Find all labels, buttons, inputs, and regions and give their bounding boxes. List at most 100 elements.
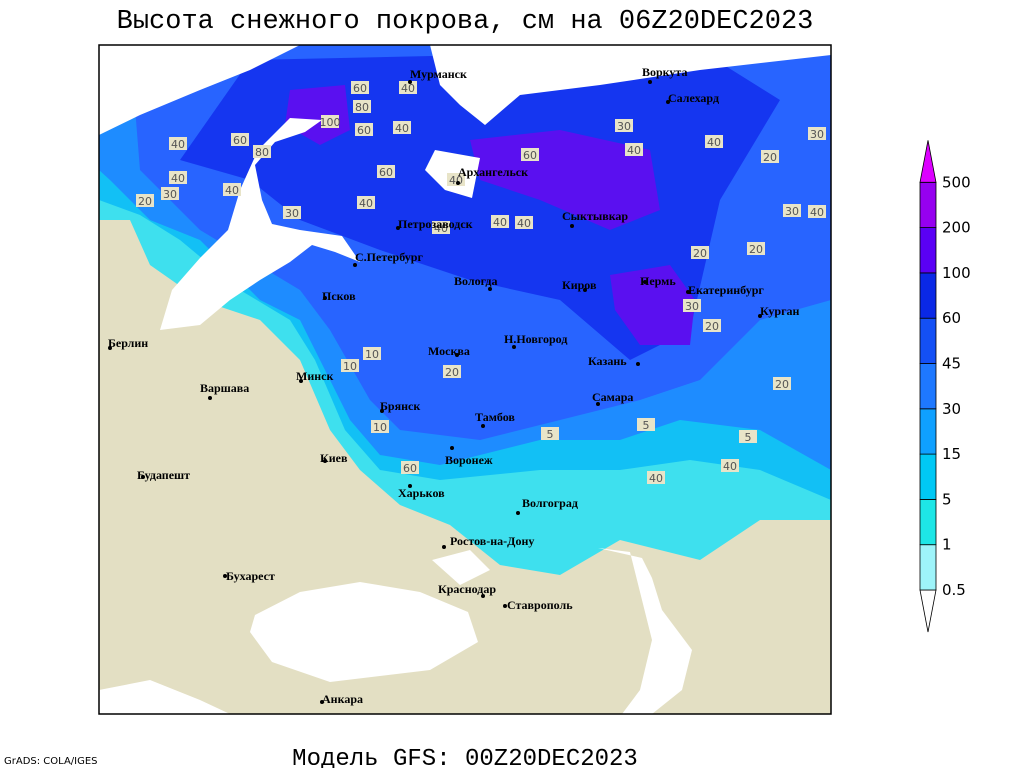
legend-swatch [919,227,937,274]
azov-sea [432,550,490,585]
legend-swatch [919,544,937,591]
city-name: Ставрополь [507,598,573,612]
contour-label-box [136,194,154,207]
contour-label: 40 [401,82,415,95]
contour-label: 10 [373,421,387,434]
contour-label: 30 [617,120,631,133]
city-dot [208,396,212,400]
contour-label-box [637,418,655,431]
contour-label: 5 [643,419,650,432]
city-name: Анкара [322,692,363,706]
contour-label-box [169,171,187,184]
caspian-sea [598,548,692,714]
city-dot [686,290,690,294]
contour-label: 60 [403,462,417,475]
contour-label: 40 [517,217,531,230]
contour-label-box [739,430,757,443]
contour-label-box [747,242,765,255]
city-dot [643,280,647,284]
contour-label-box [371,420,389,433]
contour-label: 30 [685,300,699,313]
city-dot [481,594,485,598]
mediterranean [99,680,230,714]
contour-label-box [808,205,826,218]
city-dot [408,484,412,488]
city-dot [503,604,507,608]
labels: 40 60 80 100 60 40 40 40 30 20 30 60 40 60 80 60 40 40 40 4… [108,65,826,706]
city-name: Киев [320,451,348,465]
contour-label-box [353,100,371,113]
contour-label: 40 [171,138,185,151]
city-name: Псков [322,289,356,303]
city-name: Воронеж [445,453,493,467]
contour-label-box [761,150,779,163]
legend-swatch [919,181,937,229]
city-dot [570,224,574,228]
map: 40 60 80 100 60 40 40 40 30 20 30 60 40 60 80 60 40 40 40 4… [99,45,831,714]
legend-label: 60 [942,309,961,327]
city-name: Берлин [108,336,148,350]
contour-label: 40 [493,216,507,229]
legend-swatch [919,272,937,319]
city-name: Москва [428,344,470,358]
contour-label-box [253,145,271,158]
legend-swatch [919,589,937,633]
contour-label-box [625,143,643,156]
city-name: Архангельск [458,165,528,179]
legend-swatch [919,498,937,546]
contour-label: 40 [359,197,373,210]
contour-label-box [703,319,721,332]
city-name: Пермь [640,274,676,288]
city-dot [488,287,492,291]
city-dot [108,346,112,350]
contour-label-box [705,135,723,148]
city-name: С.Петербург [355,250,423,264]
contour-label: 60 [357,124,371,137]
legend-swatch [919,453,937,500]
city-dot [583,288,587,292]
model-caption: Модель GFS: 00Z20DEC2023 [292,746,638,768]
contour-label: 60 [379,166,393,179]
contour-label-box [351,81,369,94]
city-dot [442,545,446,549]
city-dot [320,700,324,704]
city-name: Киров [562,278,597,292]
city-dot [323,296,327,300]
city-name: Харьков [398,486,445,500]
city-dot [299,379,303,383]
contour-label-box [721,459,739,472]
contour-label-box [355,123,373,136]
title: Высота снежного покрова, см на 06Z20DEC2… [117,7,814,37]
city-name: Брянск [380,399,420,413]
contour-label: 40 [707,136,721,149]
contour-label-box [231,133,249,146]
contour-label: 20 [775,378,789,391]
contour-label: 40 [395,122,409,135]
contour-label: 20 [693,247,707,260]
contour-label-box [491,215,509,228]
arctic-sea [99,45,300,135]
baltic-sea [160,118,360,330]
contour-label: 60 [233,134,247,147]
contour-label: 80 [355,101,369,114]
contour-label-box [691,246,709,259]
city-dot [481,424,485,428]
city-dot [516,511,520,515]
city-dot [596,402,600,406]
legend-swatch [919,317,937,364]
legend-label: 1 [942,536,952,554]
city-dot [456,181,460,185]
contour-label: 100 [320,116,341,129]
snow-100 [610,265,695,345]
legend-label: 500 [942,173,971,191]
city-dot [408,80,412,84]
contour-label: 30 [785,205,799,218]
contour-label: 5 [745,431,752,444]
contour-label: 40 [434,222,448,235]
contour-label-box [773,377,791,390]
contour-label: 60 [353,82,367,95]
city-name: Бухарест [226,569,275,583]
legend-swatch [919,408,937,455]
city-dot [141,475,145,479]
